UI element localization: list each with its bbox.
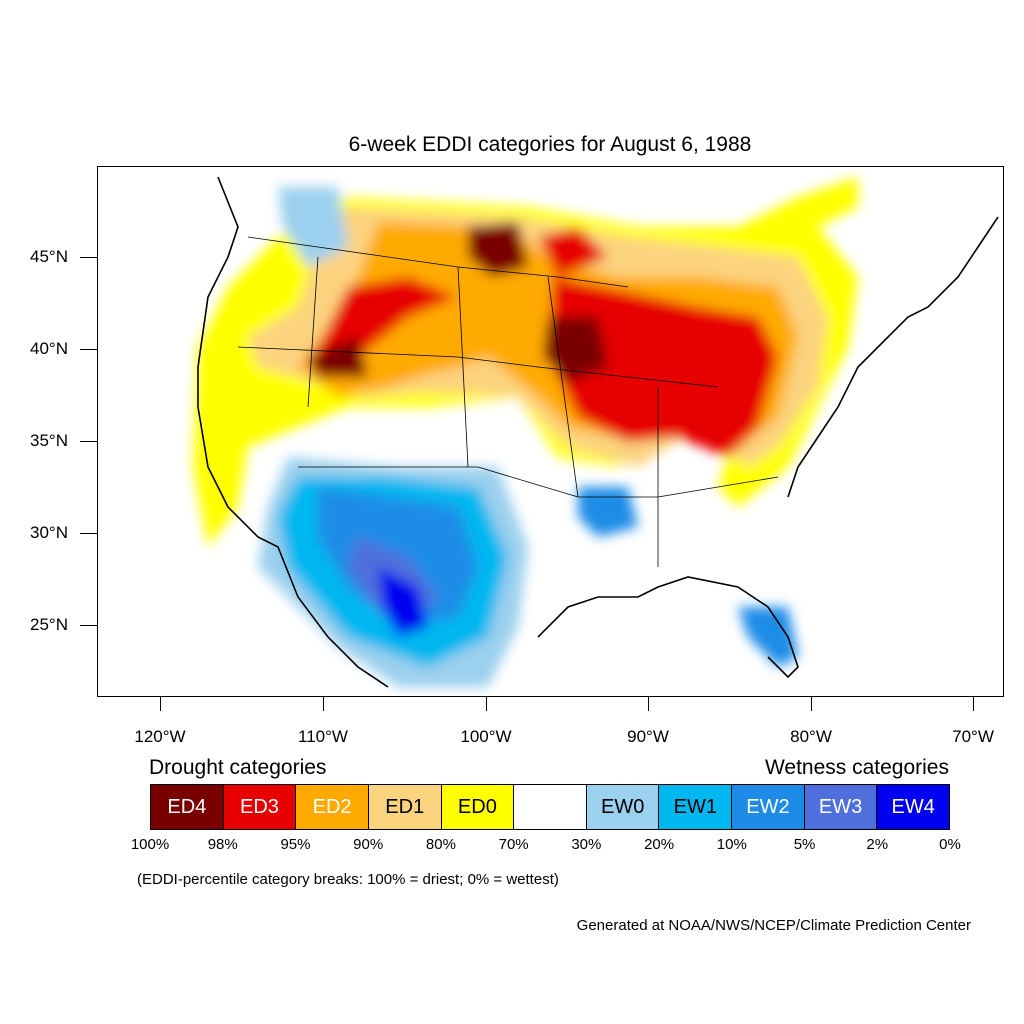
lat-label-40: 40°N <box>30 339 68 358</box>
percentile-label: 100% <box>130 836 170 853</box>
lon-tick <box>486 697 487 711</box>
legend-swatch-ew1: EW1 <box>659 785 733 829</box>
category-legend: ED4 ED3 ED2 ED1 ED0 EW0 EW1 EW2 EW3 EW4 <box>150 784 950 830</box>
legend-swatch-ew4: EW4 <box>877 785 950 829</box>
lon-label-100w: 100°W <box>460 727 512 746</box>
lat-tick <box>80 441 97 442</box>
percentile-label: 2% <box>866 836 889 853</box>
percentile-label: 95% <box>280 836 311 853</box>
legend-swatch-ed4: ED4 <box>151 785 224 829</box>
percentile-label: 70% <box>498 836 529 853</box>
lon-tick <box>811 697 812 711</box>
map-title: 6-week EDDI categories for August 6, 198… <box>348 133 752 156</box>
percentile-label: 98% <box>207 836 238 853</box>
lon-tick <box>323 697 324 711</box>
legend-swatch-ed0: ED0 <box>441 785 515 829</box>
coastline-outline <box>197 176 999 688</box>
percentile-label: 20% <box>644 836 675 853</box>
lon-tick <box>648 697 649 711</box>
legend-swatch-ew2: EW2 <box>732 785 805 829</box>
legend-swatch-ed1: ED1 <box>368 785 442 829</box>
lon-tick <box>973 697 974 711</box>
percentile-label: 80% <box>425 836 456 853</box>
legend-swatch-ed2: ED2 <box>296 785 369 829</box>
credit-line: Generated at NOAA/NWS/NCEP/Climate Predi… <box>576 917 971 934</box>
legend-swatch-ed3: ED3 <box>223 785 297 829</box>
lat-label-25: 25°N <box>30 615 68 634</box>
legend-swatch-normal <box>514 785 587 829</box>
legend-swatch-ew0: EW0 <box>586 785 660 829</box>
lon-label-70w: 70°W <box>952 727 994 746</box>
percentile-label: 5% <box>793 836 816 853</box>
lat-label-30: 30°N <box>30 523 68 542</box>
percentile-label: 90% <box>353 836 384 853</box>
category-fill <box>193 177 858 687</box>
percentile-label: 10% <box>716 836 747 853</box>
lat-label-35: 35°N <box>30 431 68 450</box>
lon-label-80w: 80°W <box>790 727 832 746</box>
lat-tick <box>80 349 97 350</box>
percentile-label: 30% <box>571 836 602 853</box>
drought-legend-title: Drought categories <box>149 756 327 779</box>
eddi-map <box>97 166 1004 697</box>
lon-label-90w: 90°W <box>627 727 669 746</box>
category-note: (EDDI-percentile category breaks: 100% =… <box>137 871 559 888</box>
lat-tick <box>80 533 97 534</box>
lat-label-45: 45°N <box>30 247 68 266</box>
legend-swatch-ew3: EW3 <box>804 785 878 829</box>
lat-tick <box>80 257 97 258</box>
map-canvas <box>193 176 999 688</box>
lon-label-120w: 120°W <box>134 727 186 746</box>
percentile-label: 0% <box>939 836 961 853</box>
wetness-legend-title: Wetness categories <box>764 756 949 779</box>
lat-tick <box>80 625 97 626</box>
state-borders <box>237 236 779 567</box>
lon-label-110w: 110°W <box>298 727 348 746</box>
lon-tick <box>160 697 161 711</box>
